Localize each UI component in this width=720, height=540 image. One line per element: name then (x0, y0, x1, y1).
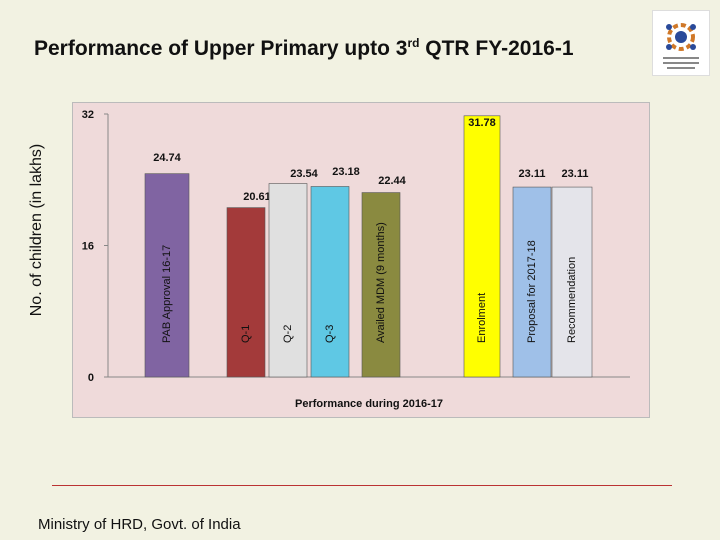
category-label: Q-3 (324, 325, 336, 343)
y-axis-title: No. of children (in lakhs) (28, 143, 45, 317)
bar (226, 207, 266, 378)
category-label: Proposal for 2017-18 (526, 240, 538, 343)
bar (551, 186, 593, 378)
bar (144, 173, 190, 378)
y-tick-label: 16 (82, 241, 94, 253)
category-label: Q-1 (240, 325, 252, 343)
bar (361, 192, 401, 378)
data-label: 24.74 (153, 152, 181, 164)
bar (268, 183, 308, 378)
footer-text: Ministry of HRD, Govt. of India (38, 516, 241, 533)
chart-svg: 0 16 32 PAB Approval 16-17 24.74 Q-1 20.61 Q-2… (72, 102, 650, 418)
data-label: 23.11 (519, 168, 546, 180)
data-label: 22.44 (378, 175, 406, 187)
bar (310, 186, 350, 378)
y-tick-label: 0 (88, 372, 94, 384)
data-label: 23.54 (290, 168, 318, 180)
category-label: PAB Approval 16-17 (161, 245, 173, 343)
ministry-logo (652, 10, 710, 76)
data-label: 23.18 (332, 166, 360, 178)
category-label: Recommendation (566, 257, 578, 343)
bar-chart: 0 16 32 PAB Approval 16-17 24.74 Q-1 20.61 Q-2… (72, 102, 650, 418)
footer-rule (52, 485, 672, 486)
bar (463, 115, 501, 378)
category-label: Availed MDM (9 months) (375, 222, 387, 343)
data-label: 23.11 (562, 168, 589, 180)
data-label: 20.61 (243, 191, 271, 203)
category-label: Q-2 (282, 325, 294, 343)
y-tick-label: 32 (82, 109, 94, 121)
x-axis-label: Performance during 2016-17 (295, 398, 443, 410)
data-label: 31.78 (468, 117, 496, 129)
slide-title: Performance of Upper Primary upto 3rd QT… (34, 36, 574, 60)
bar (512, 186, 552, 378)
category-label: Enrolment (476, 293, 488, 343)
